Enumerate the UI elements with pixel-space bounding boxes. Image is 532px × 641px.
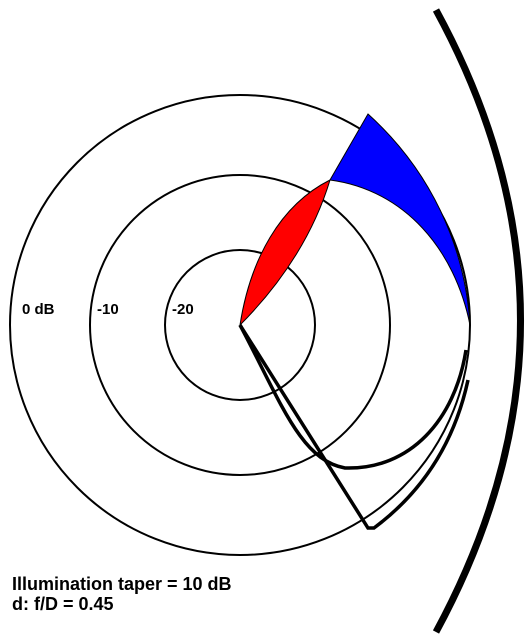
label-20db: -20 <box>172 301 194 318</box>
circle-10db <box>89 174 391 476</box>
blue-pattern <box>329 113 471 326</box>
pattern-outline-2 <box>238 324 468 470</box>
red-pattern <box>239 179 331 327</box>
reflector <box>432 8 524 634</box>
caption-line2: d: f/D = 0.45 <box>12 594 114 614</box>
caption-line1: Illumination taper = 10 dB <box>12 574 232 594</box>
label-0db: 0 dB <box>22 301 55 318</box>
label-10db: -10 <box>97 301 119 318</box>
circle-20db <box>164 249 316 401</box>
pattern-outline-1 <box>238 324 470 530</box>
axis <box>240 325 470 330</box>
